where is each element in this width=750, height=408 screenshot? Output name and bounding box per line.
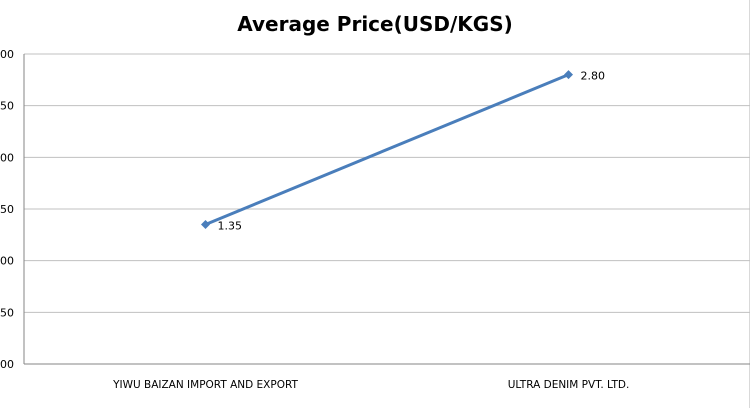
y-tick-label: 0.50: [0, 306, 14, 319]
series-group: 1.35 2.80: [201, 70, 605, 233]
y-tick-label: 3.00: [0, 48, 14, 61]
y-tick-label: 1.00: [0, 255, 14, 268]
data-point-marker: [564, 70, 573, 80]
chart-title: Average Price(USD/KGS): [237, 12, 513, 36]
x-category-label: YIWU BAIZAN IMPORT AND EXPORT: [112, 379, 298, 391]
x-axis-categories: YIWU BAIZAN IMPORT AND EXPORT ULTRA DENIM…: [112, 379, 629, 391]
y-tick-label: 0.00: [0, 358, 14, 371]
y-tick-label: 2.50: [0, 100, 14, 113]
x-category-label: ULTRA DENIM PVT. LTD.: [508, 379, 630, 391]
data-point-marker: [201, 220, 210, 229]
gridlines: [23, 53, 750, 365]
y-tick-label: 2.00: [0, 151, 14, 164]
series-line: [204, 73, 570, 226]
data-label: 1.35: [218, 220, 243, 233]
y-axis-ticks: 0.00 0.50 1.00 1.50 2.00 2.50 3.00: [0, 48, 14, 371]
data-label: 2.80: [581, 70, 606, 83]
y-tick-label: 1.50: [0, 203, 14, 216]
